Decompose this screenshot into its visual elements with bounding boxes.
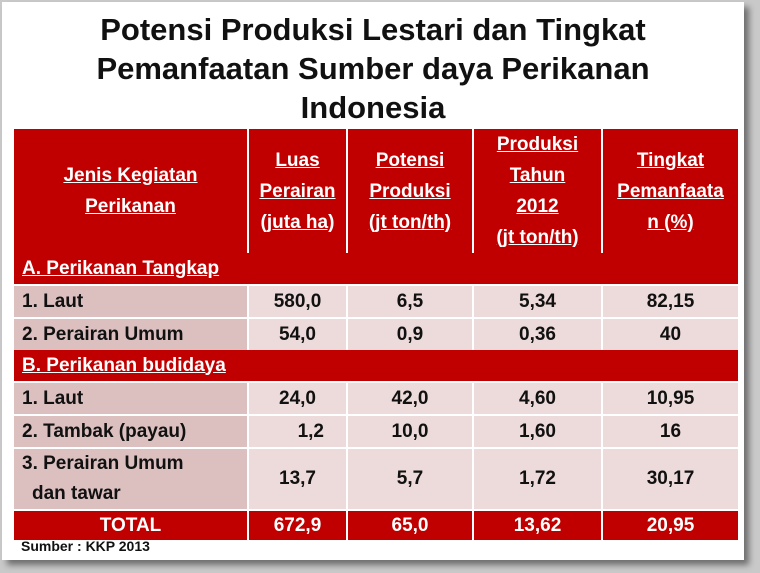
cell-produksi: 4,60 [473, 381, 603, 415]
cell-luas: 13,7 [248, 447, 348, 510]
cell-produksi: 1,72 [473, 447, 603, 510]
cell-produksi: 5,34 [473, 284, 603, 318]
cell-luas: 1,2 [248, 414, 348, 448]
slide: Potensi Produksi Lestari dan Tingkat Pem… [2, 2, 744, 560]
row-label-line-2: dan tawar [32, 483, 121, 504]
header-potensi-produksi: Potensi Produksi (jt ton/th) [347, 129, 474, 253]
row-label: 2. Perairan Umum [14, 317, 249, 350]
cell-potensi: 5,7 [347, 447, 474, 510]
header-jenis-kegiatan: Jenis Kegiatan Perikanan [14, 129, 249, 253]
cell-tingkat: 30,17 [602, 447, 738, 510]
page-title: Potensi Produksi Lestari dan Tingkat Pem… [2, 10, 744, 127]
cell-produksi: 0,36 [473, 317, 603, 350]
total-row: TOTAL 672,9 65,0 13,62 20,95 [14, 509, 738, 540]
cell-tingkat: 82,15 [602, 284, 738, 318]
total-produksi: 13,62 [473, 509, 603, 540]
table-row: 2. Perairan Umum 54,0 0,9 0,36 40 [14, 317, 738, 350]
cell-potensi: 0,9 [347, 317, 474, 350]
title-line-1: Potensi Produksi Lestari dan Tingkat [100, 12, 646, 47]
row-label: 2. Tambak (payau) [14, 414, 249, 448]
section-label: B. Perikanan budidaya [14, 350, 738, 382]
cell-tingkat: 10,95 [602, 381, 738, 415]
cell-produksi: 1,60 [473, 414, 603, 448]
header-produksi-2012: Produksi Tahun 2012 (jt ton/th) [473, 129, 603, 253]
total-luas: 672,9 [248, 509, 348, 540]
table-row: 1. Laut 24,0 42,0 4,60 10,95 [14, 381, 738, 415]
cell-potensi: 10,0 [347, 414, 474, 448]
header-luas-perairan: Luas Perairan (juta ha) [248, 129, 348, 253]
production-table: Jenis Kegiatan Perikanan Luas Perairan (… [14, 129, 738, 540]
table-row: 3. Perairan Umum dan tawar 13,7 5,7 1,72… [14, 447, 738, 510]
total-label: TOTAL [14, 509, 249, 540]
row-label: 1. Laut [14, 381, 249, 415]
cell-potensi: 6,5 [347, 284, 474, 318]
row-label: 1. Laut [14, 284, 249, 318]
cell-luas: 580,0 [248, 284, 348, 318]
cell-tingkat: 40 [602, 317, 738, 350]
section-row: B. Perikanan budidaya [14, 350, 738, 382]
source-note: Sumber : KKP 2013 [21, 538, 150, 554]
cell-luas: 54,0 [248, 317, 348, 350]
header-tingkat-pemanfaatan: Tingkat Pemanfaata n (%) [602, 129, 738, 253]
row-label: 3. Perairan Umum dan tawar [14, 447, 249, 510]
cell-tingkat: 16 [602, 414, 738, 448]
total-potensi: 65,0 [347, 509, 474, 540]
table-row: 2. Tambak (payau) 1,2 10,0 1,60 16 [14, 414, 738, 448]
cell-potensi: 42,0 [347, 381, 474, 415]
total-tingkat: 20,95 [602, 509, 738, 540]
table-row: 1. Laut 580,0 6,5 5,34 82,15 [14, 284, 738, 318]
section-row: A. Perikanan Tangkap [14, 253, 738, 285]
section-label: A. Perikanan Tangkap [14, 253, 738, 285]
title-line-3: Indonesia [300, 90, 446, 125]
row-label-line-1: 3. Perairan Umum [22, 453, 184, 474]
title-line-2: Pemanfaatan Sumber daya Perikanan [96, 51, 650, 86]
header-row: Jenis Kegiatan Perikanan Luas Perairan (… [14, 129, 738, 253]
cell-luas: 24,0 [248, 381, 348, 415]
